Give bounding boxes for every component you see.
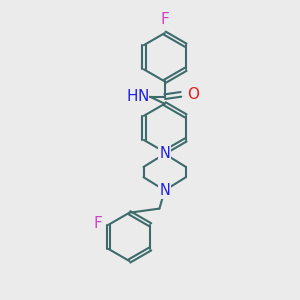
Text: F: F (93, 216, 102, 231)
Text: F: F (160, 12, 169, 27)
Text: N: N (159, 183, 170, 198)
Text: H: H (126, 89, 138, 104)
Text: N: N (137, 89, 148, 104)
Text: O: O (187, 87, 199, 102)
Text: N: N (159, 146, 170, 161)
